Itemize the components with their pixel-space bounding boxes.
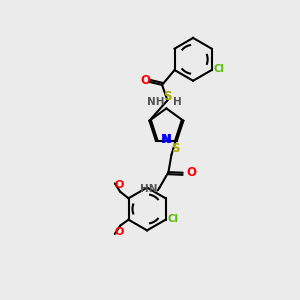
Text: HN: HN <box>140 184 158 194</box>
Text: Cl: Cl <box>213 64 224 74</box>
Text: S: S <box>171 142 180 155</box>
Text: O: O <box>187 166 197 179</box>
Text: Cl: Cl <box>167 214 178 224</box>
Text: NH: NH <box>147 97 164 107</box>
Text: N: N <box>161 133 172 146</box>
Text: N: N <box>161 133 171 146</box>
Text: S: S <box>163 90 172 103</box>
Text: O: O <box>114 180 124 190</box>
Text: H: H <box>173 97 182 107</box>
Text: O: O <box>140 74 150 87</box>
Text: O: O <box>114 227 124 237</box>
